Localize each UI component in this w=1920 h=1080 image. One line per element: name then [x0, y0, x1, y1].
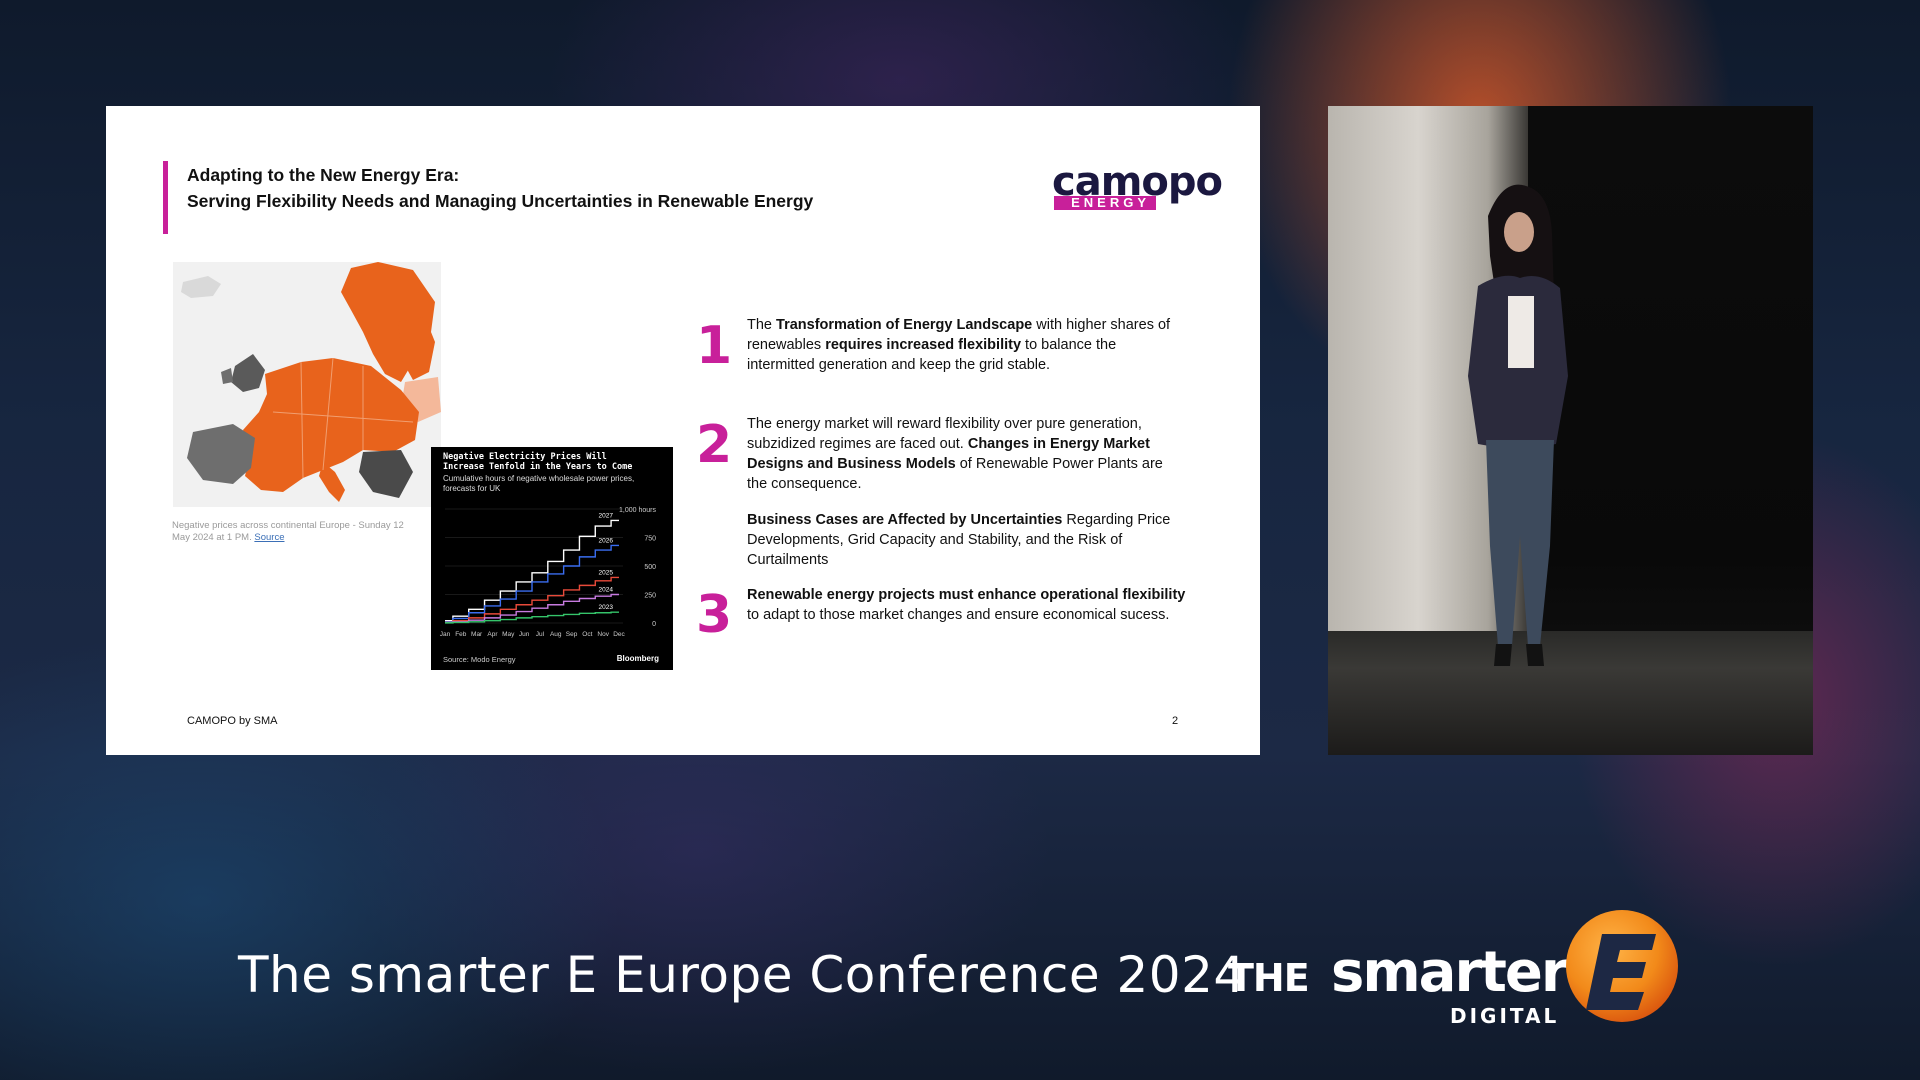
chart-source: Source: Modo Energy — [443, 655, 516, 664]
chart-series-label-2024: 2024 — [599, 587, 614, 594]
camopo-logo-word: camopo — [1052, 159, 1223, 205]
slide-title-line1: Adapting to the New Energy Era: — [187, 165, 460, 185]
camopo-logo-sub: ENERGY — [1054, 196, 1156, 210]
negative-prices-chart-svg: 0 250 500 750 1,000 hours Jan Feb Mar Apr May Jun J… — [440, 507, 657, 638]
chart-x-tick-label: Apr — [487, 631, 498, 638]
slide-page-number: 2 — [1172, 715, 1179, 727]
chart-y-tick-label: 1,000 hours — [619, 507, 656, 514]
negative-prices-chart: 0 250 500 750 1,000 hours Jan Feb Mar Apr May Jun J… — [431, 447, 673, 670]
chart-series-label-2025: 2025 — [599, 569, 614, 576]
chart-x-tick-label: Jan — [440, 631, 451, 638]
speaker-camera-feed — [1328, 106, 1813, 755]
chart-title: Negative Electricity Prices Will Increas… — [443, 452, 633, 472]
camopo-logo: camopo ENERGY — [1052, 159, 1223, 218]
brand-smarter: smarter — [1331, 940, 1568, 1005]
point-1-number: 1 — [696, 316, 733, 376]
chart-x-tick-label: Sep — [566, 631, 578, 638]
chart-x-tick-label: Mar — [471, 631, 483, 638]
chart-series-line-2024 — [445, 593, 619, 624]
point-3-text: Renewable energy projects must enhance o… — [747, 587, 1186, 623]
chart-x-tick-label: Jun — [519, 631, 530, 638]
point-2-text: The energy market will reward flexibilit… — [747, 416, 1163, 492]
chart-series-label-2023: 2023 — [599, 604, 614, 611]
speaker-figure — [1468, 184, 1568, 666]
presentation-slide: Adapting to the New Energy Era: Serving … — [106, 106, 1260, 755]
map-caption-text: Negative prices across continental Europ… — [172, 520, 404, 543]
conference-title: The smarter E Europe Conference 2024 — [238, 946, 1246, 1004]
chart-x-tick-label: Feb — [455, 631, 467, 638]
chart-series-line-2023 — [445, 611, 619, 624]
chart-series-label-2026: 2026 — [599, 537, 614, 544]
the-smarter-e-digital-logo: THE smarter DIGITAL E — [1228, 908, 1688, 1028]
chart-series-line-2026 — [445, 544, 619, 623]
chart-x-tick-label: Nov — [597, 631, 609, 638]
europe-price-map — [173, 262, 441, 507]
map-caption: Negative prices across continental Europ… — [172, 520, 422, 544]
slide-footer: CAMOPO by SMA — [187, 715, 278, 727]
slide-title: Adapting to the New Energy Era: Serving … — [187, 162, 813, 214]
chart-subtitle: Cumulative hours of negative wholesale p… — [443, 474, 635, 493]
chart-y-tick-label: 250 — [644, 593, 656, 600]
stage-floor — [1328, 631, 1813, 755]
point-2-number: 2 — [696, 415, 733, 475]
map-source-link[interactable]: Source — [254, 532, 285, 543]
chart-y-tick-label: 750 — [644, 536, 656, 543]
slide-title-line2: Serving Flexibility Needs and Managing U… — [187, 191, 814, 211]
point-3-number: 3 — [696, 585, 733, 645]
title-accent-bar — [163, 161, 168, 234]
chart-series-label-2027: 2027 — [599, 512, 614, 519]
point-1-text: The Transformation of Energy Landscape w… — [747, 317, 1171, 373]
brand-e-icon: E — [1566, 910, 1678, 1022]
point-2b-text: Business Cases are Affected by Uncertain… — [747, 512, 1171, 568]
chart-y-tick-label: 0 — [652, 621, 656, 628]
chart-x-tick-label: Oct — [582, 631, 592, 638]
chart-series-line-2027 — [445, 519, 619, 622]
chart-x-tick-label: May — [502, 631, 515, 638]
brand-digital: DIGITAL — [1450, 1004, 1560, 1028]
chart-y-tick-label: 500 — [644, 564, 656, 571]
chart-x-tick-label: Jul — [536, 631, 545, 638]
brand-the: THE — [1228, 956, 1310, 1000]
chart-x-tick-label: Dec — [613, 631, 625, 638]
europe-map-graphic — [173, 262, 441, 507]
chart-series-line-2025 — [445, 576, 619, 624]
chart-brand: Bloomberg — [616, 654, 659, 663]
chart-x-tick-label: Aug — [550, 631, 562, 638]
